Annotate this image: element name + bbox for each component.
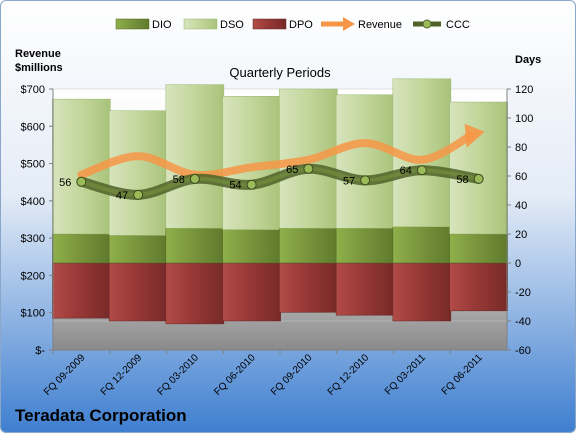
- bar-dpo: [335, 262, 395, 316]
- bar-dio: [392, 226, 452, 264]
- x-tick-label: FQ 12-2009: [99, 352, 145, 398]
- ccc-marker: [360, 175, 371, 186]
- y-right-tick-label: 0: [515, 258, 521, 270]
- y-left-label-line2: $millions: [15, 62, 63, 74]
- company-name: Teradata Corporation: [15, 406, 187, 425]
- y-right-tick-label: 60: [515, 171, 527, 183]
- y-left-tick-label: $100: [21, 308, 45, 320]
- legend-label-dpo: DPO: [289, 19, 313, 31]
- y-right-tick-label: 40: [515, 200, 527, 212]
- y-left-ticks: $- $100 $200 $300 $400 $500 $600 $700: [21, 84, 53, 357]
- y-right-tick-label: 20: [515, 229, 527, 241]
- bar-dpo: [108, 262, 168, 322]
- y-left-tick-label: $200: [21, 270, 45, 282]
- bar-dio: [52, 233, 111, 264]
- ccc-data-label: 58: [456, 174, 468, 186]
- legend-label-dio: DIO: [152, 19, 172, 31]
- bar-dso: [449, 101, 508, 235]
- y-left-label-line1: Revenue: [15, 48, 61, 60]
- x-tick-label: FQ 06-2011: [440, 352, 485, 397]
- legend-marker-ccc: [422, 19, 432, 29]
- bar-dpo: [392, 262, 452, 322]
- y-left-tick-label: $400: [21, 196, 45, 208]
- y-left-tick-label: $600: [21, 121, 45, 133]
- y-right-tick-label: 120: [515, 84, 533, 96]
- bar-dio: [279, 227, 338, 264]
- ccc-data-label: 47: [116, 190, 128, 202]
- bar-dio: [108, 235, 168, 264]
- y-left-tick-label: $700: [21, 84, 45, 96]
- legend-arrow-revenue: [343, 17, 355, 31]
- bar-dio: [222, 229, 281, 264]
- legend-label-ccc: CCC: [446, 19, 470, 31]
- chart-title: Quarterly Periods: [229, 65, 331, 80]
- bar-dpo: [52, 262, 111, 319]
- bar-dso: [165, 84, 225, 229]
- y-right-tick-label: 80: [515, 142, 527, 154]
- ccc-data-label: 64: [400, 165, 412, 177]
- legend: DIO DSO DPO Revenue CCC: [115, 17, 470, 31]
- legend-swatch-dso: [183, 18, 218, 30]
- bar-dpo: [279, 262, 338, 313]
- legend-label-dso: DSO: [220, 19, 244, 31]
- bar-dio: [449, 233, 508, 264]
- y-right-tick-label: -40: [515, 316, 531, 328]
- x-tick-label: FQ 09-2010: [269, 352, 315, 398]
- x-tick-label: FQ 12-2010: [326, 352, 372, 398]
- lines-layer: 56 47 58 54 65 57 64 58: [59, 123, 485, 202]
- bar-dio: [335, 227, 395, 264]
- y-right-tick-label: 100: [515, 113, 533, 125]
- y-left-tick-label: $-: [35, 345, 45, 357]
- x-tick-label: FQ 06-2010: [212, 352, 258, 398]
- y-left-tick-label: $300: [21, 233, 45, 245]
- ccc-marker: [416, 165, 427, 176]
- x-tick-label: FQ 03-2011: [383, 352, 428, 397]
- revenue-arrowhead: [464, 123, 485, 148]
- ccc-data-label: 58: [173, 174, 185, 186]
- ccc-marker: [76, 176, 87, 187]
- ccc-marker: [189, 173, 200, 184]
- ccc-data-label: 56: [59, 177, 71, 189]
- y-right-label: Days: [515, 54, 541, 66]
- ccc-marker: [303, 163, 314, 174]
- x-tick-label: FQ 09-2009: [42, 352, 88, 398]
- legend-swatch-dpo: [252, 18, 287, 30]
- ccc-data-label: 57: [343, 175, 355, 187]
- bar-dpo: [449, 262, 508, 312]
- legend-label-revenue: Revenue: [358, 19, 402, 31]
- y-right-tick-label: -60: [515, 345, 531, 357]
- ccc-marker: [473, 173, 484, 184]
- ccc-data-label: 65: [286, 164, 298, 176]
- ccc-data-label: 54: [229, 180, 241, 192]
- ccc-marker: [133, 189, 144, 200]
- x-tick-label: FQ 03-2010: [155, 352, 201, 398]
- bar-dso: [335, 94, 395, 229]
- bar-dso: [108, 110, 168, 236]
- x-ticks: FQ 09-2009 FQ 12-2009 FQ 03-2010 FQ 06-2010…: [42, 350, 485, 398]
- bars-layer: [52, 78, 508, 351]
- y-right-ticks: -60 -40 -20 0 20 40 60 80 100 120: [507, 84, 533, 357]
- ccc-marker: [246, 179, 257, 190]
- y-left-tick-label: $500: [21, 159, 45, 171]
- bar-dpo: [222, 262, 281, 322]
- y-right-tick-label: -20: [515, 287, 531, 299]
- legend-swatch-dio: [115, 18, 150, 30]
- revenue-line: [77, 131, 475, 180]
- bar-dpo: [165, 262, 225, 325]
- bar-dio: [165, 227, 225, 264]
